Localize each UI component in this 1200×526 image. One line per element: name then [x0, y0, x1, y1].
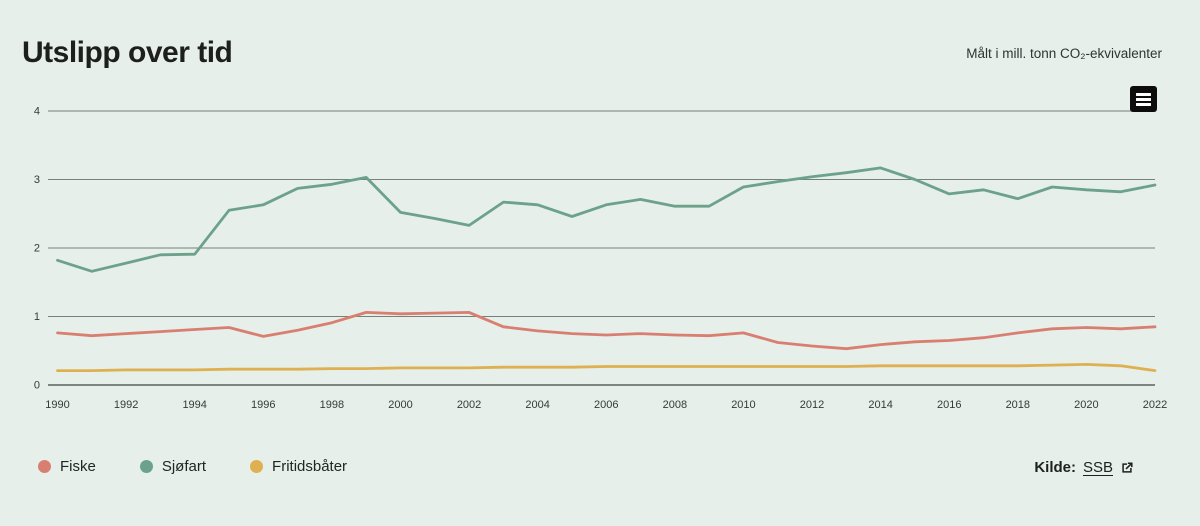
legend-dot-fritidsbater	[250, 460, 264, 473]
y-axis-label-2: 2	[34, 243, 40, 255]
source-attribution: Kilde: SSB	[1034, 459, 1134, 476]
legend-item-fritidsbater[interactable]: Fritidsbåter	[250, 458, 347, 475]
x-axis-label-1992: 1992	[114, 399, 138, 411]
x-axis-label-2022: 2022	[1143, 399, 1167, 411]
legend-item-sjofart[interactable]: Sjøfart	[139, 458, 207, 475]
source-label: Kilde:	[1034, 459, 1076, 476]
legend-label-fritidsbater: Fritidsbåter	[272, 458, 348, 475]
x-axis-label-2020: 2020	[1074, 399, 1098, 411]
y-axis-label-3: 3	[34, 174, 40, 186]
x-axis-label-1990: 1990	[45, 399, 69, 411]
context-menu-button[interactable]	[1130, 86, 1157, 112]
series-line-fiske	[56, 310, 1157, 351]
source-link[interactable]: SSB	[1082, 459, 1113, 476]
y-axis-label-4: 4	[34, 106, 40, 118]
x-axis-label-2004: 2004	[525, 399, 549, 411]
x-axis-label-2018: 2018	[1006, 399, 1030, 411]
legend-item-fiske[interactable]: Fiske	[38, 458, 96, 475]
x-axis-label-2006: 2006	[594, 399, 618, 411]
x-axis-label-2014: 2014	[868, 399, 892, 411]
emissions-line-chart: 0 1 2 3 4 1990 1992 1994 1996 1998 2000 2002 2004 200…	[0, 80, 1200, 430]
external-link-icon	[1120, 461, 1134, 475]
chart-svg: 0 1 2 3 4 1990 1992 1994 1996 1998 2000 2002 2004 200…	[34, 106, 1167, 412]
x-axis-label-2008: 2008	[663, 399, 687, 411]
x-axis-label-2016: 2016	[937, 399, 961, 411]
unit-note: Målt i mill. tonn CO₂-ekvivalenter	[966, 46, 1162, 61]
legend-label-sjofart: Sjøfart	[161, 458, 207, 475]
legend: Fiske Sjøfart Fritidsbåter	[38, 458, 347, 475]
x-axis-label-1996: 1996	[251, 399, 275, 411]
legend-dot-sjofart	[139, 460, 153, 473]
y-axis-label-0: 0	[34, 380, 40, 392]
x-axis-label-2000: 2000	[388, 399, 412, 411]
x-axis-label-2010: 2010	[731, 399, 755, 411]
hamburger-menu-icon	[1136, 92, 1151, 106]
series-line-fritidsbter	[56, 362, 1157, 373]
x-axis-label-2012: 2012	[800, 399, 824, 411]
y-axis-label-1: 1	[34, 311, 40, 323]
x-axis-label-1994: 1994	[182, 399, 206, 411]
x-axis-label-2002: 2002	[457, 399, 481, 411]
series-line-sjfart	[56, 166, 1157, 273]
legend-label-fiske: Fiske	[60, 458, 96, 475]
chart-title: Utslipp over tid	[22, 36, 233, 69]
x-axis-label-1998: 1998	[320, 399, 344, 411]
legend-dot-fiske	[38, 460, 51, 473]
